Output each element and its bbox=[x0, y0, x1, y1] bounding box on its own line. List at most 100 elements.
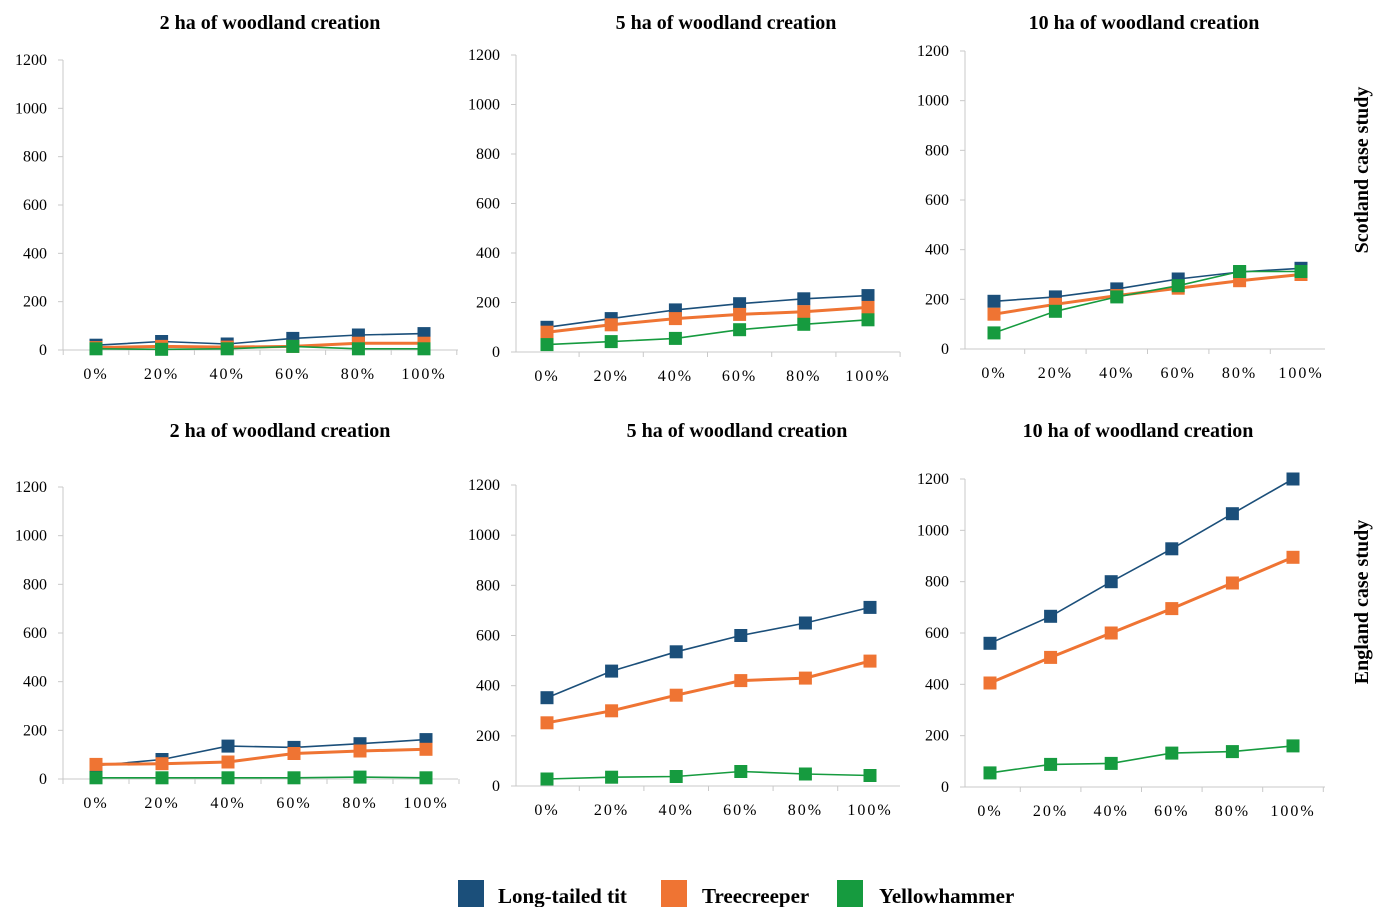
series-line-long-tailed-tit bbox=[989, 478, 1294, 645]
x-tick-label: 40% bbox=[1094, 803, 1129, 820]
y-tick-label: 200 bbox=[925, 291, 949, 308]
data-point-treecreeper bbox=[89, 757, 103, 771]
data-point-treecreeper bbox=[287, 747, 301, 760]
data-point-yellowhammer bbox=[540, 772, 554, 786]
series-line-treecreeper bbox=[95, 341, 424, 350]
series-line-yellowhammer bbox=[95, 345, 424, 351]
data-point-yellowhammer bbox=[155, 771, 169, 785]
x-tick-label: 80% bbox=[786, 368, 821, 385]
x-tick-label: 80% bbox=[1215, 803, 1250, 820]
data-point-yellowhammer bbox=[733, 323, 747, 337]
y-tick-label: 800 bbox=[476, 577, 500, 594]
legend-label-yellowhammer: Yellowhammer bbox=[879, 884, 1014, 907]
x-tick-label: 20% bbox=[144, 795, 179, 812]
x-tick-label: 40% bbox=[210, 366, 245, 383]
data-point-treecreeper bbox=[668, 312, 682, 326]
data-point-long-tailed-tit bbox=[221, 739, 235, 753]
chart-panel-1: 2 ha of woodland creation 0 200 400 600 800 10… bbox=[15, 12, 458, 383]
y-tick-label: 400 bbox=[23, 245, 47, 262]
y-tick-label: 1000 bbox=[15, 528, 47, 545]
data-point-yellowhammer bbox=[1110, 290, 1124, 304]
series-line-yellowhammer bbox=[989, 745, 1294, 774]
y-tick-label: 400 bbox=[23, 674, 47, 691]
data-point-yellowhammer bbox=[861, 313, 875, 327]
data-point-yellowhammer bbox=[89, 342, 103, 356]
y-tick-label: 200 bbox=[476, 295, 500, 312]
row-label-england: England case study bbox=[1351, 520, 1373, 685]
data-point-treecreeper bbox=[669, 688, 683, 702]
data-point-yellowhammer bbox=[863, 769, 877, 782]
y-tick-label: 800 bbox=[23, 576, 47, 593]
series-line-yellowhammer bbox=[96, 776, 427, 779]
chart-panel-3: 10 ha of woodland creation 0 200 400 600 800 1… bbox=[917, 12, 1325, 382]
data-point-treecreeper bbox=[863, 654, 877, 668]
series-line-long-tailed-tit bbox=[95, 332, 425, 346]
x-tick-label: 60% bbox=[276, 795, 311, 812]
x-tick-label: 80% bbox=[342, 795, 377, 812]
x-tick-label: 20% bbox=[144, 366, 179, 383]
y-tick-label: 800 bbox=[925, 142, 949, 159]
data-point-yellowhammer bbox=[1286, 739, 1300, 753]
data-point-yellowhammer bbox=[155, 342, 169, 356]
data-point-treecreeper bbox=[540, 325, 554, 339]
x-tick-label: 20% bbox=[594, 802, 629, 819]
data-point-yellowhammer bbox=[221, 771, 235, 785]
data-point-long-tailed-tit bbox=[1286, 472, 1300, 486]
chart-title: 2 ha of woodland creation bbox=[170, 420, 391, 442]
x-tick-label: 0% bbox=[977, 803, 1002, 820]
legend-label-long-tailed-tit: Long-tailed tit bbox=[498, 884, 627, 907]
y-tick-label: 1000 bbox=[917, 93, 949, 110]
data-point-treecreeper bbox=[983, 676, 997, 690]
y-tick-label: 1000 bbox=[917, 522, 949, 539]
y-tick-label: 0 bbox=[39, 771, 47, 788]
x-tick-label: 100% bbox=[403, 795, 448, 812]
data-point-treecreeper bbox=[155, 757, 169, 771]
data-point-yellowhammer bbox=[734, 765, 748, 778]
data-point-yellowhammer bbox=[983, 766, 997, 780]
data-point-yellowhammer bbox=[287, 771, 301, 785]
x-tick-label: 20% bbox=[594, 368, 629, 385]
data-point-treecreeper bbox=[987, 307, 1001, 321]
data-point-yellowhammer bbox=[605, 770, 619, 784]
series-line-treecreeper bbox=[989, 555, 1294, 685]
data-point-long-tailed-tit bbox=[987, 294, 1001, 308]
data-point-long-tailed-tit bbox=[1225, 507, 1239, 521]
data-point-treecreeper bbox=[797, 305, 811, 319]
data-point-treecreeper bbox=[540, 716, 554, 730]
legend-swatch-treecreeper bbox=[661, 880, 687, 907]
data-point-yellowhammer bbox=[286, 339, 300, 353]
y-tick-label: 600 bbox=[925, 625, 949, 642]
y-tick-label: 800 bbox=[23, 149, 47, 166]
data-point-treecreeper bbox=[221, 755, 235, 769]
row-label-scotland: Scotland case study bbox=[1351, 87, 1373, 254]
chart-title: 5 ha of woodland creation bbox=[627, 420, 848, 442]
y-tick-label: 200 bbox=[23, 294, 47, 311]
x-tick-label: 0% bbox=[83, 795, 108, 812]
x-tick-label: 0% bbox=[534, 802, 559, 819]
data-point-yellowhammer bbox=[1294, 265, 1308, 278]
data-point-treecreeper bbox=[734, 674, 748, 688]
y-tick-label: 0 bbox=[941, 779, 949, 796]
series-line-long-tailed-tit bbox=[95, 738, 427, 767]
y-tick-label: 400 bbox=[925, 676, 949, 693]
data-point-yellowhammer bbox=[798, 767, 812, 781]
chart-title: 10 ha of woodland creation bbox=[1029, 12, 1260, 34]
data-point-yellowhammer bbox=[604, 335, 618, 349]
y-tick-label: 400 bbox=[925, 242, 949, 259]
data-point-yellowhammer bbox=[1044, 757, 1058, 771]
series-line-treecreeper bbox=[546, 659, 871, 725]
data-point-long-tailed-tit bbox=[540, 691, 554, 705]
series-line-treecreeper bbox=[993, 273, 1302, 316]
x-tick-label: 20% bbox=[1033, 803, 1068, 820]
y-tick-label: 600 bbox=[23, 197, 47, 214]
x-tick-label: 80% bbox=[341, 366, 376, 383]
y-tick-label: 0 bbox=[492, 344, 500, 361]
data-point-treecreeper bbox=[604, 318, 618, 332]
series-line-treecreeper bbox=[546, 305, 869, 334]
series-line-yellowhammer bbox=[546, 319, 869, 346]
y-tick-label: 600 bbox=[925, 192, 949, 209]
data-point-long-tailed-tit bbox=[798, 616, 812, 630]
data-point-yellowhammer bbox=[669, 770, 683, 783]
data-point-yellowhammer bbox=[1104, 756, 1118, 770]
